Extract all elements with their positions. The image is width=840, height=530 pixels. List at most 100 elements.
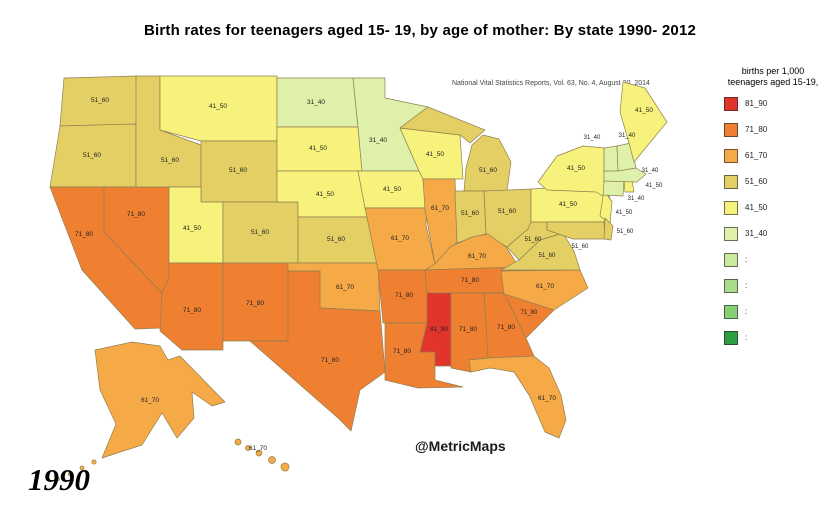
legend-swatch-9 xyxy=(724,330,738,345)
state-AK-island xyxy=(56,477,60,481)
state-label-LA: 71_80 xyxy=(393,348,411,355)
state-ME xyxy=(619,81,668,163)
state-FL xyxy=(468,355,567,439)
state-label-NH: 31_40 xyxy=(619,133,636,139)
legend-label-9: : xyxy=(745,333,748,342)
state-label-AZ: 71_80 xyxy=(183,307,201,314)
state-label-OH: 51_60 xyxy=(498,208,516,215)
state-label-WI: 41_50 xyxy=(426,151,444,158)
state-label-AR: 71_80 xyxy=(395,292,413,299)
legend-swatch-0 xyxy=(724,96,738,111)
source-note: National Vital Statistics Reports, Vol. … xyxy=(452,80,650,87)
state-label-FL: 61_70 xyxy=(538,395,556,402)
state-label-WA: 51_60 xyxy=(91,97,109,104)
page-title: Birth rates for teenagers aged 15- 19, b… xyxy=(143,22,697,39)
state-label-VA: 51_60 xyxy=(539,253,556,259)
state-MD xyxy=(546,221,606,240)
state-AK-island xyxy=(91,459,97,465)
state-label-IN: 51_60 xyxy=(461,210,479,217)
legend-item-4: 41_50 xyxy=(724,200,836,215)
state-label-HI: 61_70 xyxy=(249,445,267,452)
state-VT xyxy=(603,145,619,172)
legend-title-line1: births per 1,000 xyxy=(741,66,805,76)
state-TX xyxy=(249,270,386,432)
state-label-KS: 51_60 xyxy=(327,236,345,243)
state-label-NV: 71_80 xyxy=(127,211,145,218)
legend-item-9: : xyxy=(724,330,836,345)
state-label-NC: 61_70 xyxy=(536,283,554,290)
legend-item-2: 61_70 xyxy=(724,148,836,163)
legend-swatch-1 xyxy=(724,122,738,137)
state-HI-island xyxy=(255,449,263,457)
state-label-MI: 51_60 xyxy=(479,167,497,174)
state-label-MD: 51_60 xyxy=(572,244,589,250)
state-label-SD: 41_50 xyxy=(309,145,327,152)
state-label-KY: 61_70 xyxy=(468,253,486,260)
legend-swatch-6 xyxy=(724,252,738,267)
legend-label-0: 81_90 xyxy=(745,99,768,108)
state-label-MS: 81_90 xyxy=(430,326,448,333)
state-label-DE: 51_60 xyxy=(617,229,634,235)
legend-label-7: : xyxy=(745,281,748,290)
state-AK-island xyxy=(67,471,73,477)
state-label-GA: 71_80 xyxy=(497,324,515,331)
state-label-NJ: 41_50 xyxy=(616,210,633,216)
state-DE xyxy=(603,217,614,241)
state-label-UT: 41_50 xyxy=(183,225,201,232)
state-label-MN: 31_40 xyxy=(369,137,387,144)
state-label-IA: 41_50 xyxy=(383,186,401,193)
state-label-ND: 31_40 xyxy=(307,99,325,106)
state-label-OR: 51_60 xyxy=(83,152,101,159)
state-label-MT: 41_50 xyxy=(209,103,227,110)
legend-swatch-2 xyxy=(724,148,738,163)
legend-label-4: 41_50 xyxy=(745,203,768,212)
legend-item-0: 81_90 xyxy=(724,96,836,111)
state-label-TX: 71_80 xyxy=(321,357,339,364)
state-MI xyxy=(463,134,512,192)
legend-label-8: : xyxy=(745,307,748,316)
year-label: 1990 xyxy=(28,462,90,497)
legend-item-8: : xyxy=(724,304,836,319)
state-label-WV: 51_60 xyxy=(525,237,542,243)
state-label-SC: 71_80 xyxy=(521,310,538,316)
us-choropleth-map: 51_60 51_60 71_80 71_80 51_60 41_50 51_60 41_50… xyxy=(49,75,668,481)
state-HI-island xyxy=(245,445,251,451)
state-label-NY: 41_50 xyxy=(567,165,585,172)
state-HI-island xyxy=(234,438,242,446)
legend-item-7: : xyxy=(724,278,836,293)
state-label-ID: 51_60 xyxy=(161,157,179,164)
legend-swatch-5 xyxy=(724,226,738,241)
state-label-PA: 41_50 xyxy=(559,201,577,208)
legend-label-2: 61_70 xyxy=(745,151,768,160)
legend-item-6: : xyxy=(724,252,836,267)
state-AK-island xyxy=(79,465,85,471)
state-label-OK: 61_70 xyxy=(336,284,354,291)
legend: births per 1,000 teenagers aged 15-19, 8… xyxy=(710,66,836,357)
legend-item-5: 31_40 xyxy=(724,226,836,241)
legend-label-3: 51_60 xyxy=(745,177,768,186)
state-label-ME: 41_50 xyxy=(635,107,653,114)
state-label-RI: 41_50 xyxy=(646,183,663,189)
state-MI xyxy=(399,106,486,144)
state-label-NM: 71_80 xyxy=(246,300,264,307)
state-AK xyxy=(94,341,226,459)
legend-swatch-4 xyxy=(724,200,738,215)
legend-label-6: : xyxy=(745,255,748,264)
state-label-CA: 71_80 xyxy=(75,231,93,238)
state-label-CO: 51_60 xyxy=(251,229,269,236)
legend-item-1: 71_80 xyxy=(724,122,836,137)
state-label-IL: 61_70 xyxy=(431,205,449,212)
state-CT xyxy=(602,180,625,197)
state-label-MA: 31_40 xyxy=(642,168,659,174)
state-label-NE: 41_50 xyxy=(316,191,334,198)
state-label-WY: 51_60 xyxy=(229,167,247,174)
legend-label-5: 31_40 xyxy=(745,229,768,238)
legend-label-1: 71_80 xyxy=(745,125,768,134)
state-label-CT: 31_40 xyxy=(628,196,645,202)
state-label-MO: 61_70 xyxy=(391,235,409,242)
legend-title-line2: teenagers aged 15-19, xyxy=(727,77,819,88)
legend-item-3: 51_60 xyxy=(724,174,836,189)
state-HI-island xyxy=(280,462,290,472)
